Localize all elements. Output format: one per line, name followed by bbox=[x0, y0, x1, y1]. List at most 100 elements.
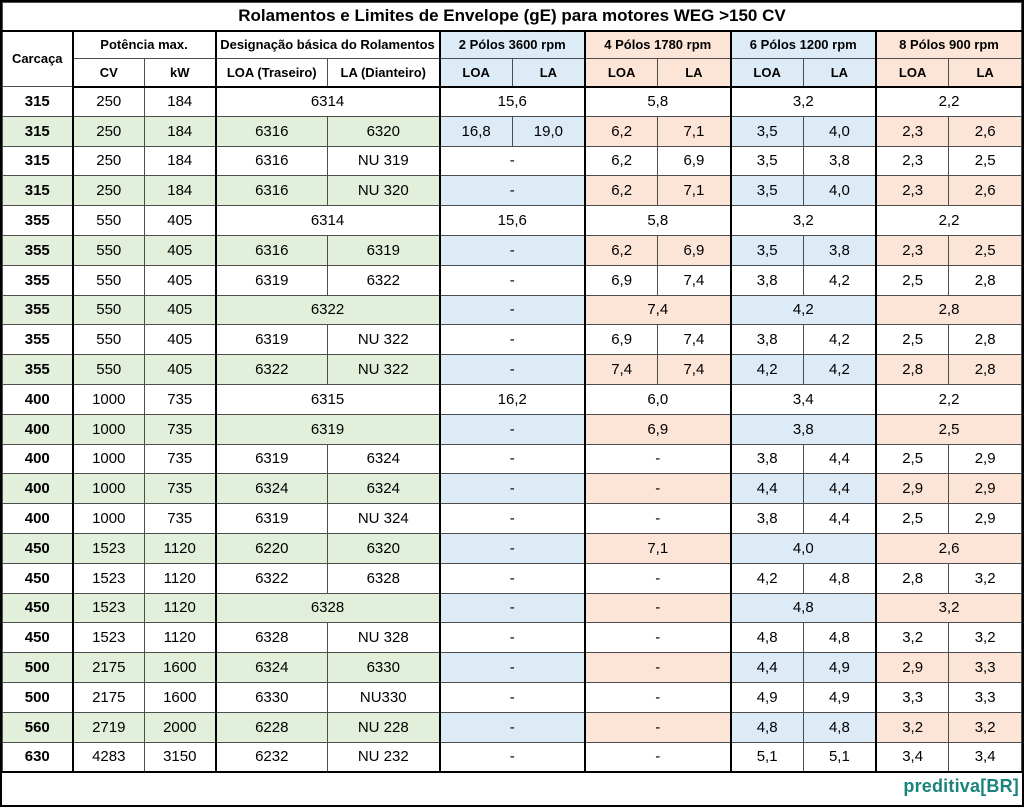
pole-la-cell: 4,9 bbox=[802, 652, 877, 683]
bearing-la-cell: NU330 bbox=[327, 681, 441, 713]
pole-la-cell: 4,8 bbox=[802, 711, 877, 743]
preditiva-logo: preditiva[BR] bbox=[903, 775, 1019, 796]
header-kw: kW bbox=[144, 58, 217, 88]
bearing-loa-cell: 6324 bbox=[215, 652, 328, 683]
bearing-merged-cell: 6319 bbox=[215, 413, 441, 445]
kw-cell: 184 bbox=[144, 175, 217, 207]
kw-cell: 1600 bbox=[144, 681, 217, 713]
pole-la-cell: 4,8 bbox=[802, 622, 877, 654]
bearings-table: Rolamentos e Limites de Envelope (gE) pa… bbox=[2, 2, 1022, 773]
kw-cell: 735 bbox=[144, 443, 217, 475]
pole-loa-cell: 2,8 bbox=[875, 562, 950, 594]
pole-loa-cell: 4,4 bbox=[730, 652, 804, 683]
cv-cell: 1000 bbox=[72, 443, 145, 475]
header-loa-traseiro: LOA (Traseiro) bbox=[215, 58, 328, 88]
pole-la-cell: 2,5 bbox=[948, 234, 1022, 266]
bearing-la-cell: 6324 bbox=[327, 473, 441, 505]
carcaca-cell: 400 bbox=[2, 473, 74, 505]
table-row: 400 1000 735 6319-6,9 3,8 2,5 bbox=[2, 413, 1022, 445]
pole-merged-cell: - bbox=[439, 532, 586, 564]
pole-la-cell: 4,0 bbox=[802, 115, 877, 147]
pole-merged-cell: 3,2 bbox=[730, 86, 877, 117]
table-row: 315 250 184 6314 15,6 5,8 3,2 2,2 bbox=[2, 86, 1022, 117]
cv-cell: 1000 bbox=[72, 383, 145, 415]
table-row: 355 550 405 6319 6322-6,9 7,4 3,8 4,2 2,5 2,8 bbox=[2, 264, 1022, 296]
pole-loa-cell: 4,9 bbox=[730, 681, 804, 713]
pole-loa-cell: 6,9 bbox=[584, 264, 659, 296]
bearing-la-cell: 6322 bbox=[327, 264, 441, 296]
header-potencia-max: Potência max. bbox=[72, 30, 217, 59]
cv-cell: 250 bbox=[72, 115, 145, 147]
pole-la-cell: 4,2 bbox=[802, 324, 877, 356]
pole-loa-cell: 2,3 bbox=[875, 234, 950, 266]
pole-la-cell: 2,9 bbox=[948, 473, 1022, 505]
bearing-la-cell: NU 322 bbox=[327, 324, 441, 356]
header-6-polos: 6 Pólos 1200 rpm bbox=[730, 30, 877, 59]
carcaca-cell: 450 bbox=[2, 592, 74, 624]
page-title: Rolamentos e Limites de Envelope (gE) pa… bbox=[2, 2, 1022, 32]
bearing-loa-cell: 6328 bbox=[215, 622, 328, 654]
header-loa-8p: LOA bbox=[875, 58, 950, 88]
pole-loa-cell: 2,5 bbox=[875, 264, 950, 296]
bearing-loa-cell: 6232 bbox=[215, 741, 328, 773]
carcaca-cell: 315 bbox=[2, 115, 74, 147]
pole-la-cell: 3,3 bbox=[948, 652, 1022, 683]
pole-la-cell: 2,9 bbox=[948, 503, 1022, 534]
cv-cell: 550 bbox=[72, 354, 145, 385]
pole-loa-cell: 4,8 bbox=[730, 622, 804, 654]
carcaca-cell: 450 bbox=[2, 562, 74, 594]
pole-la-cell: 7,1 bbox=[657, 175, 732, 207]
carcaca-cell: 315 bbox=[2, 145, 74, 177]
pole-la-cell: 3,3 bbox=[948, 681, 1022, 713]
carcaca-cell: 630 bbox=[2, 741, 74, 773]
pole-merged-cell: 4,2 bbox=[730, 294, 877, 326]
cv-cell: 1523 bbox=[72, 562, 145, 594]
pole-loa-cell: 3,2 bbox=[875, 622, 950, 654]
pole-loa-cell: 2,5 bbox=[875, 503, 950, 534]
cv-cell: 1523 bbox=[72, 592, 145, 624]
pole-merged-cell: 3,4 bbox=[730, 383, 877, 415]
table-row: 355 550 405 6322-7,4 4,2 2,8 bbox=[2, 294, 1022, 326]
kw-cell: 184 bbox=[144, 86, 217, 117]
pole-loa-cell: 2,5 bbox=[875, 324, 950, 356]
pole-loa-cell: 3,2 bbox=[875, 711, 950, 743]
pole-la-cell: 7,4 bbox=[657, 324, 732, 356]
pole-merged-cell: 6,9 bbox=[584, 413, 732, 445]
cv-cell: 250 bbox=[72, 86, 145, 117]
pole-la-cell: 7,4 bbox=[657, 264, 732, 296]
pole-merged-cell: 4,0 bbox=[730, 532, 877, 564]
pole-loa-cell: 3,3 bbox=[875, 681, 950, 713]
bearing-loa-cell: 6330 bbox=[215, 681, 328, 713]
carcaca-cell: 500 bbox=[2, 681, 74, 713]
pole-la-cell: 7,4 bbox=[657, 354, 732, 385]
header-8-polos: 8 Pólos 900 rpm bbox=[875, 30, 1022, 59]
bearing-loa-cell: 6220 bbox=[215, 532, 328, 564]
cv-cell: 250 bbox=[72, 175, 145, 207]
pole-merged-cell: 15,6 bbox=[439, 205, 586, 236]
cv-cell: 550 bbox=[72, 234, 145, 266]
cv-cell: 1000 bbox=[72, 503, 145, 534]
pole-merged-cell: - bbox=[439, 503, 586, 534]
table-row: 500 2175 1600 6324 6330- -4,4 4,9 2,9 3,3 bbox=[2, 652, 1022, 683]
pole-la-cell: 3,8 bbox=[802, 234, 877, 266]
pole-la-cell: 2,8 bbox=[948, 324, 1022, 356]
kw-cell: 405 bbox=[144, 234, 217, 266]
header-sub-row: CV kW LOA (Traseiro) LA (Dianteiro) LOA … bbox=[3, 58, 1022, 88]
pole-merged-cell: 2,5 bbox=[875, 413, 1022, 445]
cv-cell: 550 bbox=[72, 324, 145, 356]
kw-cell: 405 bbox=[144, 264, 217, 296]
bearing-loa-cell: 6316 bbox=[215, 234, 328, 266]
kw-cell: 184 bbox=[144, 145, 217, 177]
table-row: 355 550 405 6319 NU 322-6,9 7,4 3,8 4,2 2,5 2,8 bbox=[2, 324, 1022, 356]
cv-cell: 550 bbox=[72, 205, 145, 236]
pole-merged-cell: 5,8 bbox=[584, 86, 732, 117]
pole-la-cell: 2,8 bbox=[948, 354, 1022, 385]
bearing-la-cell: 6328 bbox=[327, 562, 441, 594]
pole-merged-cell: - bbox=[439, 622, 586, 654]
pole-loa-cell: 3,5 bbox=[730, 145, 804, 177]
header-designacao: Designação básica do Rolamentos bbox=[215, 30, 441, 59]
table-row: 450 1523 1120 6322 6328- -4,2 4,8 2,8 3,2 bbox=[2, 562, 1022, 594]
pole-la-cell: 4,8 bbox=[802, 562, 877, 594]
kw-cell: 1120 bbox=[144, 562, 217, 594]
pole-la-cell: 2,6 bbox=[948, 175, 1022, 207]
